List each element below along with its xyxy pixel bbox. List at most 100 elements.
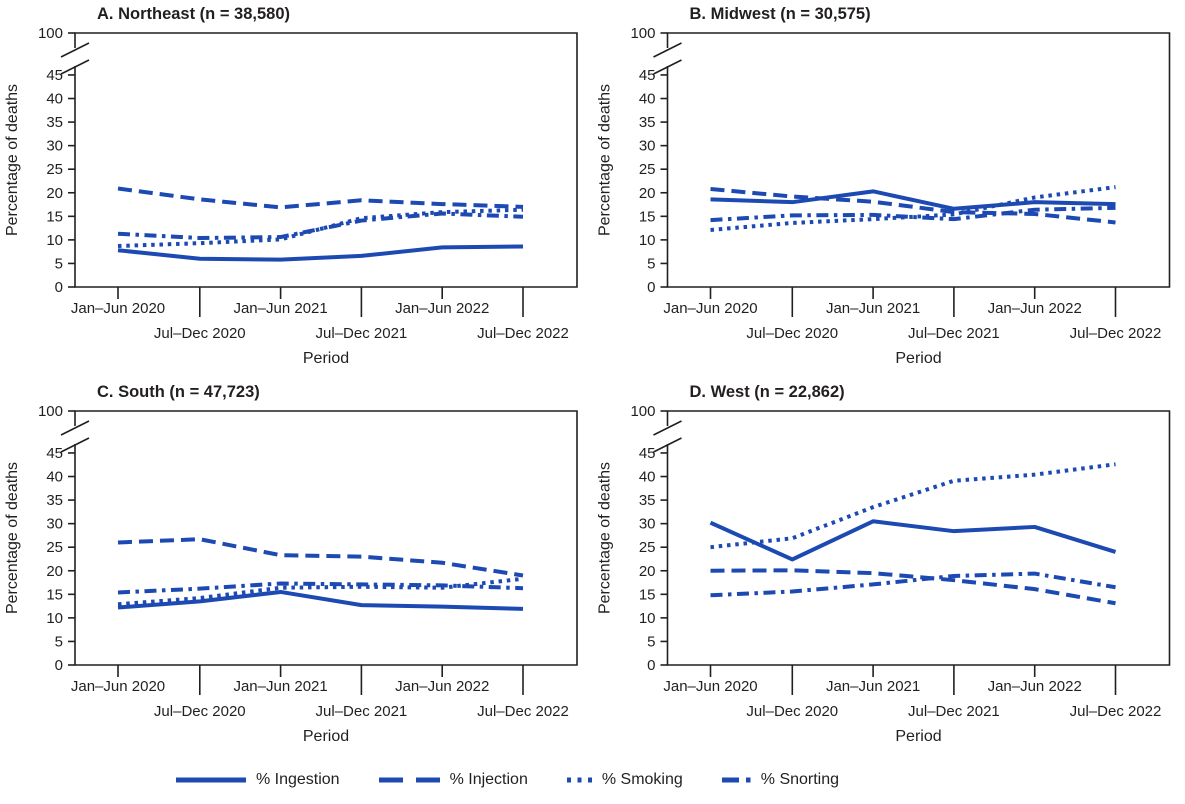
chart-legend: % Ingestion % Injection % Smoking % Snor… bbox=[0, 756, 1013, 804]
plot-area-northeast: 0 5 10 15 20 25 30 35 40 45 100 Jan–Jun 2020 Jul–Dec… bbox=[38, 25, 578, 342]
x-axis-label: Period bbox=[303, 350, 349, 367]
svg-text:20: 20 bbox=[46, 563, 63, 580]
x-axis-label: Period bbox=[303, 728, 349, 745]
svg-text:Jul–Dec 2021: Jul–Dec 2021 bbox=[316, 703, 408, 720]
svg-text:35: 35 bbox=[46, 492, 63, 509]
series-line-injection bbox=[710, 568, 1116, 606]
svg-text:15: 15 bbox=[46, 208, 63, 225]
svg-text:30: 30 bbox=[46, 138, 63, 155]
svg-text:45: 45 bbox=[639, 445, 656, 462]
svg-text:5: 5 bbox=[647, 633, 655, 650]
y-axis-label: Percentage of deaths bbox=[597, 462, 614, 614]
legend-item-smoking: % Smoking bbox=[566, 771, 683, 789]
plot-area-midwest: 0 5 10 15 20 25 30 35 40 45 100 Jan–Jun 2020 Jul–Dec… bbox=[630, 25, 1171, 342]
svg-text:25: 25 bbox=[639, 161, 656, 178]
solid-line-icon bbox=[175, 777, 246, 783]
series-line-ingestion bbox=[709, 519, 1117, 562]
svg-text:100: 100 bbox=[38, 25, 63, 42]
chart-panel-west: D. West (n = 22,862) Percentage of death… bbox=[597, 383, 1171, 745]
y-axis-label: Percentage of deaths bbox=[597, 84, 614, 236]
svg-text:Jan–Jun 2021: Jan–Jun 2021 bbox=[826, 678, 920, 695]
svg-text:Jan–Jun 2020: Jan–Jun 2020 bbox=[71, 678, 165, 695]
svg-text:100: 100 bbox=[630, 403, 655, 420]
chart-panel-midwest: B. Midwest (n = 30,575) Percentage of de… bbox=[597, 5, 1171, 367]
panel-title-south: C. South (n = 47,723) bbox=[97, 383, 260, 401]
svg-text:30: 30 bbox=[46, 516, 63, 533]
dashed-line-icon bbox=[378, 777, 441, 783]
series-line-snorting bbox=[117, 581, 524, 595]
svg-text:45: 45 bbox=[46, 67, 63, 84]
x-axis-label: Period bbox=[895, 350, 941, 367]
plot-area-south: 0 5 10 15 20 25 30 35 40 45 100 Jan–Jun 2020 Jul–Dec… bbox=[38, 403, 578, 720]
svg-text:Jan–Jun 2022: Jan–Jun 2022 bbox=[395, 678, 489, 695]
x-axis-label: Period bbox=[895, 728, 941, 745]
svg-text:25: 25 bbox=[639, 539, 656, 556]
svg-text:Jan–Jun 2020: Jan–Jun 2020 bbox=[663, 678, 757, 695]
svg-text:100: 100 bbox=[630, 25, 655, 42]
svg-text:5: 5 bbox=[55, 633, 63, 650]
svg-text:10: 10 bbox=[46, 610, 63, 627]
svg-text:20: 20 bbox=[46, 185, 63, 202]
legend-item-ingestion: % Ingestion bbox=[174, 771, 340, 789]
svg-text:35: 35 bbox=[46, 114, 63, 131]
svg-text:100: 100 bbox=[38, 403, 63, 420]
svg-text:Jan–Jun 2021: Jan–Jun 2021 bbox=[233, 678, 327, 695]
svg-text:40: 40 bbox=[46, 91, 63, 108]
plot-area-west: 0 5 10 15 20 25 30 35 40 45 100 Jan–Jun 2020 Jul–Dec… bbox=[630, 403, 1171, 720]
svg-text:5: 5 bbox=[55, 255, 63, 272]
svg-text:Jan–Jun 2020: Jan–Jun 2020 bbox=[663, 300, 757, 317]
svg-text:0: 0 bbox=[647, 279, 655, 296]
panel-grid: A. Northeast (n = 38,580) Percentage of … bbox=[4, 5, 1171, 745]
svg-text:20: 20 bbox=[639, 563, 656, 580]
dashdot-line-icon bbox=[721, 777, 752, 783]
svg-text:25: 25 bbox=[46, 161, 63, 178]
svg-text:0: 0 bbox=[55, 279, 63, 296]
series-line-smoking bbox=[117, 576, 524, 607]
svg-text:45: 45 bbox=[46, 445, 63, 462]
svg-text:35: 35 bbox=[639, 114, 656, 131]
series-line-smoking bbox=[710, 185, 1116, 232]
series-line-snorting bbox=[710, 571, 1116, 598]
series-line-snorting bbox=[710, 205, 1116, 223]
svg-text:Jul–Dec 2022: Jul–Dec 2022 bbox=[477, 325, 569, 342]
svg-text:Jan–Jun 2021: Jan–Jun 2021 bbox=[233, 300, 327, 317]
svg-text:0: 0 bbox=[55, 657, 63, 674]
svg-text:Jul–Dec 2021: Jul–Dec 2021 bbox=[316, 325, 408, 342]
legend-label-smoking: % Smoking bbox=[601, 771, 683, 788]
chart-panel-south: C. South (n = 47,723) Percentage of deat… bbox=[4, 383, 578, 745]
series-line-injection bbox=[117, 186, 524, 210]
svg-text:35: 35 bbox=[639, 492, 656, 509]
series-line-injection bbox=[710, 186, 1116, 225]
svg-text:10: 10 bbox=[639, 610, 656, 627]
svg-text:40: 40 bbox=[639, 469, 656, 486]
svg-text:30: 30 bbox=[639, 138, 656, 155]
series-line-snorting bbox=[117, 211, 524, 240]
chart-panel-northeast: A. Northeast (n = 38,580) Percentage of … bbox=[4, 5, 578, 367]
series-line-ingestion bbox=[117, 244, 524, 262]
panel-title-northeast: A. Northeast (n = 38,580) bbox=[97, 5, 290, 23]
legend-item-snorting: % Snorting bbox=[721, 771, 839, 789]
svg-text:10: 10 bbox=[46, 232, 63, 249]
y-axis-label: Percentage of deaths bbox=[4, 462, 21, 614]
svg-text:Jan–Jun 2021: Jan–Jun 2021 bbox=[826, 300, 920, 317]
svg-text:Jan–Jun 2020: Jan–Jun 2020 bbox=[71, 300, 165, 317]
legend-label-snorting: % Snorting bbox=[760, 771, 840, 788]
svg-text:Jan–Jun 2022: Jan–Jun 2022 bbox=[395, 300, 489, 317]
svg-text:0: 0 bbox=[647, 657, 655, 674]
svg-text:40: 40 bbox=[46, 469, 63, 486]
series-line-smoking bbox=[117, 207, 524, 249]
svg-text:20: 20 bbox=[639, 185, 656, 202]
dotted-line-icon bbox=[566, 777, 593, 783]
svg-text:Jul–Dec 2022: Jul–Dec 2022 bbox=[1070, 325, 1162, 342]
svg-text:15: 15 bbox=[46, 586, 63, 603]
series-line-ingestion bbox=[710, 189, 1116, 211]
y-axis-label: Percentage of deaths bbox=[4, 84, 21, 236]
svg-text:40: 40 bbox=[639, 91, 656, 108]
svg-text:Jul–Dec 2020: Jul–Dec 2020 bbox=[746, 325, 838, 342]
svg-text:5: 5 bbox=[647, 255, 655, 272]
svg-text:Jul–Dec 2020: Jul–Dec 2020 bbox=[746, 703, 838, 720]
svg-text:Jul–Dec 2021: Jul–Dec 2021 bbox=[908, 703, 1000, 720]
svg-text:45: 45 bbox=[639, 67, 656, 84]
svg-text:Jul–Dec 2020: Jul–Dec 2020 bbox=[154, 703, 246, 720]
